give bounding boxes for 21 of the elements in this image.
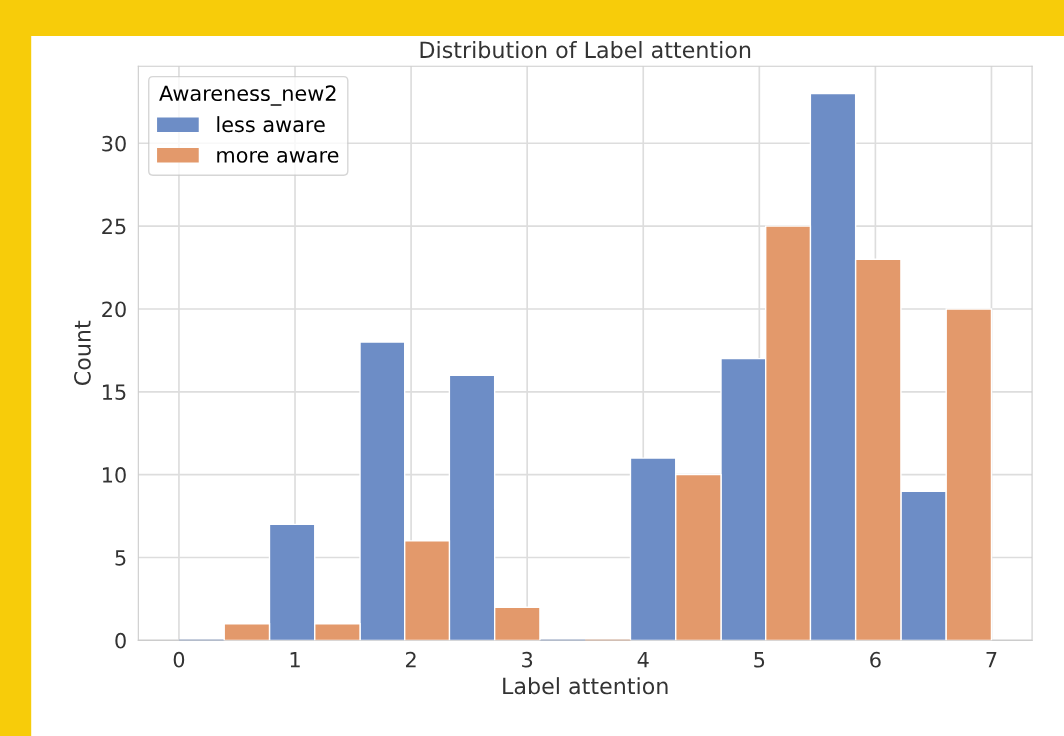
x-tick-label: 6 xyxy=(870,651,881,668)
y-tick-label: 25 xyxy=(102,218,126,235)
x-tick-label: 3 xyxy=(522,651,533,668)
y-tick-label: 20 xyxy=(102,301,126,318)
y-axis-title: Count xyxy=(74,320,91,386)
legend-label: less aware xyxy=(217,116,325,133)
y-tick-label: 30 xyxy=(102,135,126,152)
chart-title: Distribution of Label attention xyxy=(420,41,751,59)
y-tick-label: 15 xyxy=(102,384,126,401)
y-tick-label: 10 xyxy=(102,467,126,483)
x-tick-label: 0 xyxy=(173,651,185,668)
legend-title: Awareness_new2 xyxy=(159,85,336,106)
x-tick-label: 2 xyxy=(405,651,416,668)
x-tick-label: 1 xyxy=(290,652,300,668)
y-tick-label: 5 xyxy=(115,550,126,566)
x-tick-label: 5 xyxy=(754,652,765,668)
y-tick-label: 0 xyxy=(115,632,126,649)
x-tick-label: 4 xyxy=(637,652,649,668)
x-axis-title: Label attention xyxy=(503,677,668,695)
legend-label: more aware xyxy=(217,150,339,163)
x-tick-label: 7 xyxy=(986,652,997,668)
